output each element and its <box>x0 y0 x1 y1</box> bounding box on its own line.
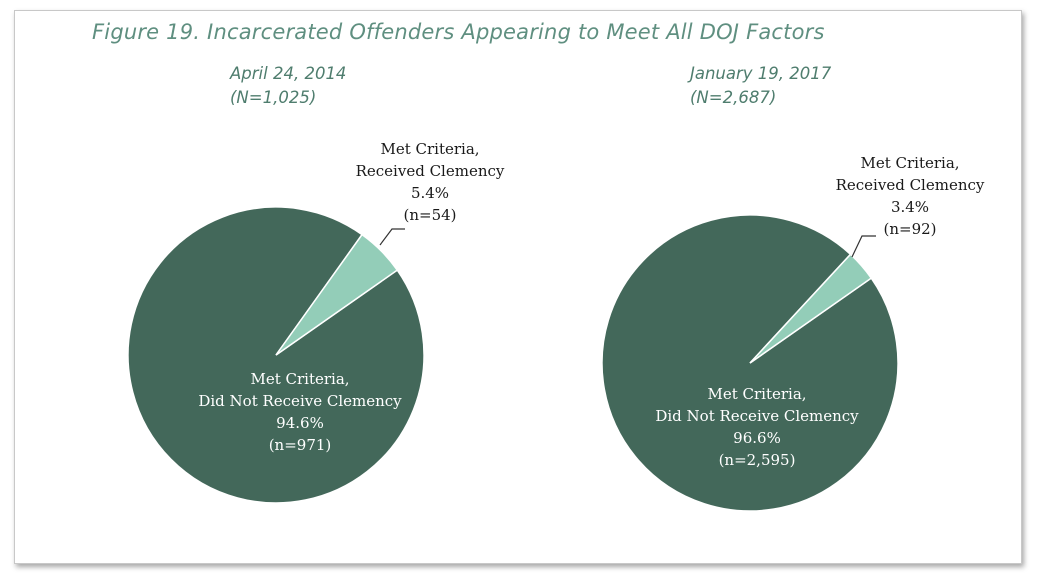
data-label-did-not-receive-clemency-line-1: Did Not Receive Clemency <box>198 392 402 410</box>
data-label-received-clemency-line-0: Met Criteria, <box>860 154 959 172</box>
data-label-did-not-receive-clemency: Met Criteria, Did Not Receive Clemency 94.… <box>198 370 402 454</box>
pie-2-header: January 19, 2017 (N=2,687) <box>690 62 831 110</box>
data-label-received-clemency-line-1: Received Clemency <box>356 162 505 180</box>
data-label-did-not-receive-clemency-line-0: Met Criteria, <box>250 370 349 388</box>
data-label-did-not-receive-clemency-line-3: (n=971) <box>269 436 332 454</box>
data-label-received-clemency-line-1: Received Clemency <box>836 176 985 194</box>
figure-title: Figure 19. Incarcerated Offenders Appear… <box>92 20 825 44</box>
data-label-received-clemency-line-0: Met Criteria, <box>380 140 479 158</box>
data-label-received-clemency-line-3: (n=54) <box>403 206 456 224</box>
pie-1-title: April 24, 2014 <box>230 64 347 83</box>
pie-slice-received-clemency <box>275 233 399 356</box>
data-label-did-not-receive-clemency: Met Criteria, Did Not Receive Clemency 96.… <box>655 385 859 469</box>
data-label-did-not-receive-clemency-line-3: (n=2,595) <box>719 451 796 469</box>
data-label-received-clemency: Met Criteria, Received Clemency 5.4% (n=54) <box>356 140 505 224</box>
pie-1-subtitle: (N=1,025) <box>230 88 317 107</box>
leader-line <box>379 228 405 246</box>
data-label-did-not-receive-clemency-line-1: Did Not Receive Clemency <box>655 407 859 425</box>
data-label-received-clemency-line-3: (n=92) <box>883 220 936 238</box>
data-label-received-clemency-line-2: 5.4% <box>411 184 449 202</box>
pie-slice-received-clemency <box>749 253 873 364</box>
data-label-did-not-receive-clemency-line-0: Met Criteria, <box>707 385 806 403</box>
pie-2-subtitle: (N=2,687) <box>690 88 777 107</box>
data-label-received-clemency-line-2: 3.4% <box>891 198 929 216</box>
data-label-did-not-receive-clemency-line-2: 96.6% <box>733 429 781 447</box>
data-label-received-clemency: Met Criteria, Received Clemency 3.4% (n=92) <box>836 154 985 238</box>
pie-1-header: April 24, 2014 (N=1,025) <box>230 62 346 110</box>
data-label-did-not-receive-clemency-line-2: 94.6% <box>276 414 324 432</box>
pie-chart-2014: Met Criteria, Received Clemency 5.4% (n=54)… <box>127 140 505 504</box>
pie-2-title: January 19, 2017 <box>690 64 832 83</box>
pie-chart-2017: Met Criteria, Received Clemency 3.4% (n=92)… <box>601 154 985 512</box>
leader-line <box>851 235 876 258</box>
